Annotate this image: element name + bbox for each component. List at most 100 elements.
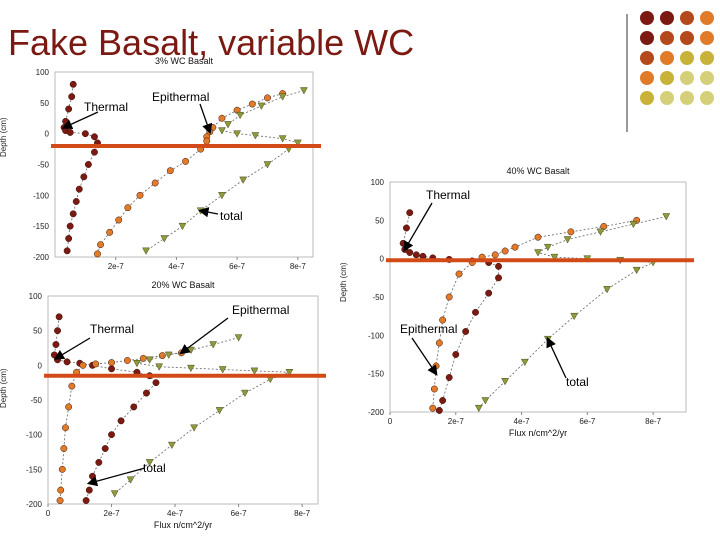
total-point bbox=[190, 424, 199, 432]
chart-title: 3% WC Basalt bbox=[155, 56, 214, 66]
thermal-point bbox=[55, 313, 63, 321]
thermal-point bbox=[65, 235, 73, 242]
decorative-dot bbox=[660, 51, 674, 65]
decorative-dot bbox=[640, 51, 654, 65]
epithermal-point bbox=[58, 465, 66, 473]
y-tick-label: 0 bbox=[45, 130, 50, 139]
x-tick-label: 0 bbox=[46, 509, 51, 518]
y-tick-label: -50 bbox=[372, 293, 384, 302]
thermal-series-line bbox=[402, 212, 499, 411]
total-point bbox=[224, 121, 232, 129]
total-point bbox=[299, 87, 308, 95]
epithermal-point bbox=[218, 114, 226, 122]
x-tick-label: 0 bbox=[388, 417, 393, 426]
thermal-point bbox=[108, 431, 115, 439]
slide-title: Fake Basalt, variable WC bbox=[8, 22, 415, 63]
epithermal-point bbox=[123, 357, 131, 364]
total-point bbox=[239, 176, 248, 184]
x-tick-label: 6e-7 bbox=[229, 262, 246, 271]
decorative-dot bbox=[680, 11, 694, 25]
total-point bbox=[563, 236, 572, 244]
epithermal-point bbox=[430, 385, 438, 393]
x-tick-label: 4e-7 bbox=[514, 417, 531, 426]
thermal-point bbox=[117, 417, 125, 425]
epithermal-point bbox=[445, 293, 453, 301]
epithermal-point bbox=[92, 360, 100, 368]
thermal-point bbox=[95, 458, 103, 466]
total-series-line bbox=[145, 90, 305, 252]
chart-40pct-wc-basalt: 40% WC Basalt 100 50 0 -50 -100 -150 -200 0 2e-7 4… bbox=[339, 162, 694, 458]
total-point bbox=[550, 253, 559, 262]
epithermal-point bbox=[65, 403, 73, 411]
decorative-dot bbox=[660, 31, 674, 45]
thermal-point bbox=[101, 445, 109, 452]
thermal-point bbox=[66, 128, 74, 136]
x-tick-label: 8e-7 bbox=[290, 262, 307, 271]
chart-3pct-wc-basalt: 3% WC Basalt 100 50 0 -50 -100 -150 -200 2e-7 4e-… bbox=[0, 52, 322, 277]
epithermal-point bbox=[124, 204, 132, 212]
total-point bbox=[570, 312, 579, 321]
x-tick-label: 4e-7 bbox=[167, 509, 184, 518]
chart-title: 40% WC Basalt bbox=[506, 166, 570, 176]
y-axis-label: Depth (cm) bbox=[0, 368, 8, 408]
total-point bbox=[218, 192, 226, 200]
total-point bbox=[263, 161, 272, 169]
epithermal-point bbox=[439, 316, 447, 324]
epithermal-point bbox=[501, 247, 509, 255]
total-point bbox=[520, 358, 529, 367]
epithermal-point bbox=[60, 445, 68, 452]
y-tick-label: 100 bbox=[29, 292, 43, 301]
total-point bbox=[145, 356, 154, 364]
total-point bbox=[187, 364, 195, 373]
epithermal-point bbox=[79, 361, 87, 369]
total-point bbox=[250, 367, 259, 375]
epithermal-point bbox=[166, 167, 174, 175]
total-point bbox=[142, 247, 150, 255]
decorative-dot bbox=[660, 91, 674, 105]
thermal-point bbox=[439, 397, 447, 404]
thermal-point bbox=[485, 289, 493, 297]
decorative-dot bbox=[700, 71, 714, 85]
decorative-dot bbox=[660, 71, 674, 85]
epithermal-point bbox=[429, 404, 437, 412]
thermal-point bbox=[435, 407, 443, 414]
decorative-dot bbox=[680, 71, 694, 85]
epithermal-point bbox=[435, 339, 443, 347]
decorative-dot bbox=[640, 11, 654, 25]
thermal-point bbox=[402, 224, 410, 232]
thermal-point bbox=[63, 247, 71, 255]
y-tick-label: -150 bbox=[26, 465, 43, 474]
epithermal-point bbox=[432, 362, 440, 370]
total-point bbox=[534, 249, 542, 257]
total-point bbox=[234, 334, 243, 342]
thermal-point bbox=[85, 486, 93, 494]
x-tick-label: 2e-7 bbox=[104, 509, 121, 518]
thermal-point bbox=[82, 497, 90, 504]
y-tick-label: -150 bbox=[33, 222, 50, 231]
epithermal-point bbox=[203, 137, 211, 145]
thermal-point bbox=[91, 148, 98, 156]
y-tick-label: -100 bbox=[26, 431, 43, 440]
thermal-point bbox=[69, 80, 77, 88]
thermal-point bbox=[81, 130, 89, 138]
total-point bbox=[133, 360, 141, 368]
thermal-point bbox=[406, 209, 414, 217]
y-tick-label: -150 bbox=[368, 370, 385, 379]
thermal-point bbox=[143, 389, 150, 397]
epithermal-point bbox=[106, 228, 114, 236]
decorative-dot bbox=[680, 31, 694, 45]
decorative-dot bbox=[700, 51, 714, 65]
total-point bbox=[167, 441, 176, 450]
total-point bbox=[215, 407, 224, 415]
epithermal-point bbox=[264, 94, 271, 102]
total-point bbox=[278, 93, 287, 101]
total-point bbox=[285, 369, 294, 377]
thermal-point bbox=[495, 274, 502, 282]
total-point bbox=[110, 490, 119, 498]
y-axis-label: Depth (cm) bbox=[339, 262, 348, 302]
y-tick-label: -200 bbox=[368, 408, 385, 417]
thermal-point bbox=[130, 403, 138, 411]
thermal-point bbox=[452, 351, 460, 358]
